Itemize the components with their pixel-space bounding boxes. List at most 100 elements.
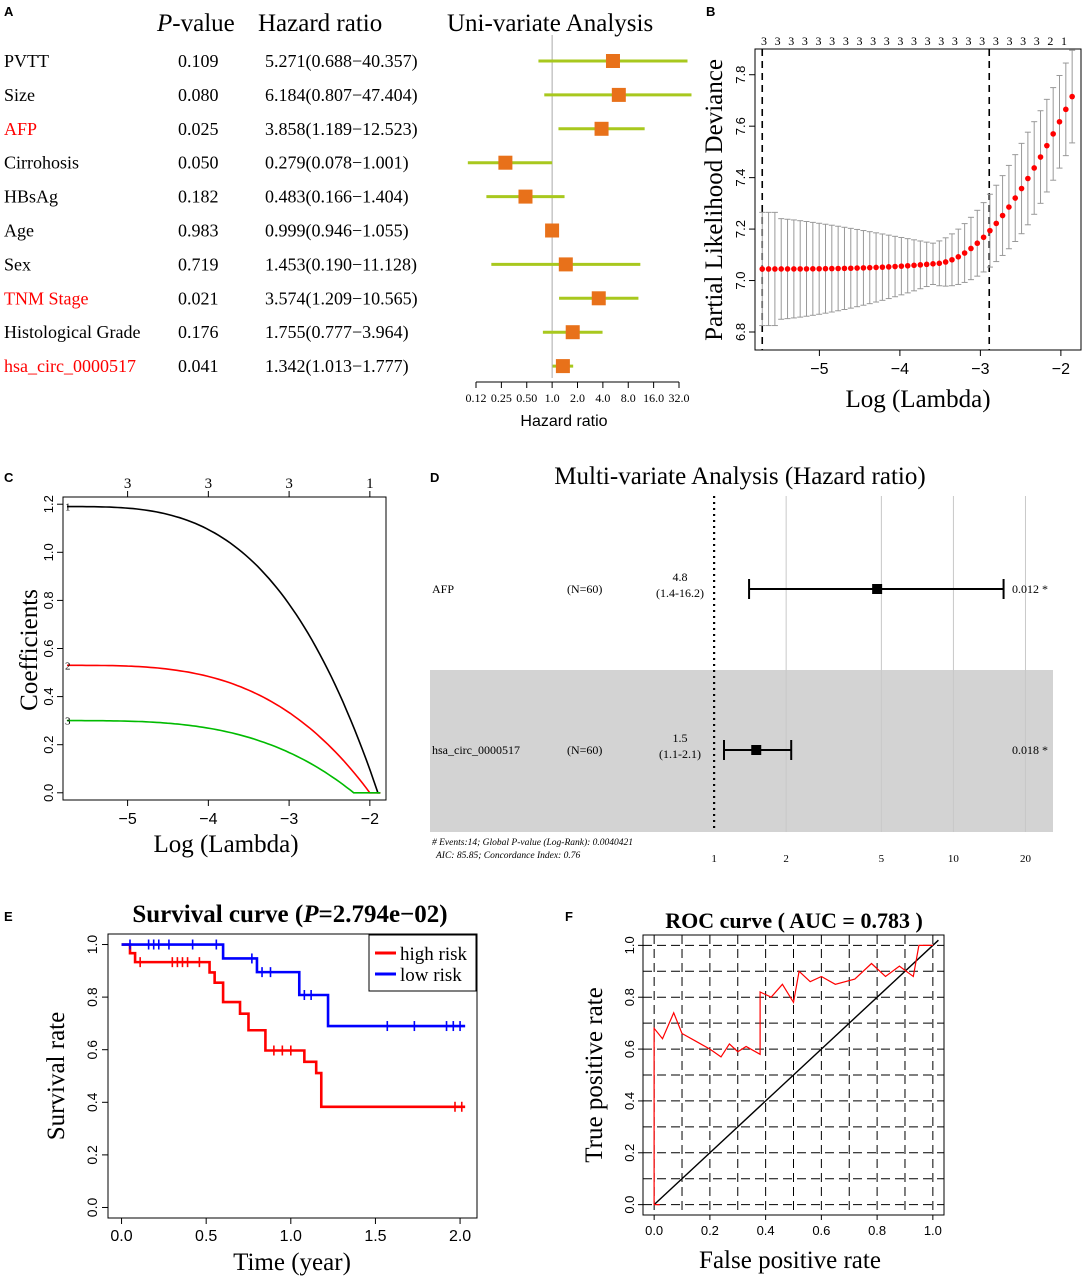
y-tick-label: 0.0 [41,784,56,802]
hr-point [498,155,513,170]
deviance-point [1050,131,1056,137]
top-axis-label: 3 [938,34,944,48]
x-tick-label: 0.12 [466,391,487,405]
col-header-hazard-ratio: Hazard ratio [258,10,382,37]
x-axis-label: Log (Lambda) [845,386,990,413]
deviance-point [841,265,848,272]
hr-point [594,121,609,136]
x-axis-label: Hazard ratio [520,413,607,430]
y-axis-label: Partial Likelihood Deviance [701,59,728,341]
x-tick-label: 0.2 [701,1223,719,1238]
row-pvalue: 0.109 [178,51,219,71]
x-tick-label: −2 [1052,361,1070,378]
deviance-point [923,261,930,268]
row-hazard-ratio: 0.279(0.078−1.001) [265,153,409,174]
top-axis-label: 3 [829,34,835,48]
top-axis-label: 3 [124,476,132,492]
deviance-point [974,240,981,247]
deviance-point [797,266,803,272]
y-tick-label: 0.6 [84,1040,100,1060]
deviance-point [904,262,911,269]
deviance-point [911,262,917,269]
y-axis-label: Coefficients [16,589,43,711]
row-hazard-ratio: 5.271(0.688−40.357) [265,51,418,72]
row-pvalue: 0.041 [178,356,219,376]
coef-path-label: 2 [65,660,71,672]
survival-curve-plot: Survival curve (P=2.794e−02) 0.0 0.5 1.0 1.… [43,901,478,1276]
x-tick-label: 0.6 [812,1223,830,1238]
deviance-point [968,245,974,252]
y-tick-label: 0.4 [41,688,56,706]
x-tick-label: 16.0 [643,391,664,405]
y-tick-label: 7.2 [733,220,748,238]
top-axis-label: 3 [979,34,985,48]
row-label: HBsAg [4,187,58,207]
x-tick-label: 1.5 [364,1228,386,1245]
row-label: hsa_circ_0000517 [4,356,136,376]
row-ci: (1.1-2.1) [659,747,701,761]
deviance-point [854,265,860,271]
y-tick-label: 0.8 [622,988,637,1006]
x-tick-label: 0.4 [757,1223,775,1238]
x-tick-label: 5 [879,853,885,865]
panel-letter-e: E [4,909,13,924]
plot-frame [754,48,1082,351]
row-pvalue: 0.018 * [1012,743,1048,757]
deviance-point [835,265,841,272]
footnote-aic: AIC: 85.85; Concordance Index: 0.76 [435,851,580,861]
deviance-point [765,266,772,272]
top-axis-label: 2 [1047,34,1053,48]
x-axis-label: False positive rate [699,1247,881,1274]
top-axis-label: 1 [1061,34,1067,48]
deviance-point [892,263,898,270]
y-tick-label: 6.8 [733,323,748,341]
deviance-point [803,266,810,272]
deviance-point [1063,106,1069,113]
top-axis-label: 3 [870,34,876,48]
deviance-point [1037,154,1044,160]
top-axis-label: 3 [802,34,808,48]
top-axis-label: 3 [843,34,849,48]
deviance-point [772,266,778,272]
hr-point [751,745,762,755]
y-tick-label: 7.6 [733,117,748,135]
row-label: AFP [4,119,37,139]
row-hr: 1.5 [673,731,688,745]
deviance-point [898,263,905,269]
panel-letter-d: D [430,470,439,485]
y-tick-label: 0.4 [622,1092,637,1110]
deviance-point [1018,185,1025,192]
y-tick-label: 7.0 [733,271,748,289]
x-tick-label: −4 [199,811,217,828]
row-hr: 4.8 [673,570,688,584]
row-label: Histological Grade [4,322,140,342]
deviance-point [993,220,1000,227]
row-pvalue: 0.719 [178,254,219,274]
deviance-point [955,253,962,260]
deviance-point [791,266,797,272]
deviance-point [949,256,955,263]
hr-point [611,87,626,102]
x-tick-label: 0.5 [195,1228,217,1245]
y-tick-label: 0.6 [622,1040,637,1058]
x-tick-label: 0.0 [645,1223,663,1238]
row-pvalue: 0.025 [178,119,219,139]
coef-path-label: 1 [65,502,71,514]
deviance-point [847,265,854,272]
roc-line [653,944,933,1206]
coef-path-1 [67,505,381,794]
y-tick-label: 1.0 [84,935,100,955]
top-axis-label: 3 [788,34,794,48]
x-tick-label: 2 [783,853,789,865]
row-hazard-ratio: 6.184(0.807−47.404) [265,85,418,106]
row-label: AFP [432,582,454,596]
coef-path-2 [67,664,381,794]
deviance-point [980,234,987,241]
deviance-point [829,265,835,272]
y-tick-label: 0.6 [41,639,56,657]
deviance-point [759,266,766,272]
row-label: PVTT [4,51,49,71]
top-axis-label: 3 [952,34,958,48]
deviance-point [1069,93,1075,100]
